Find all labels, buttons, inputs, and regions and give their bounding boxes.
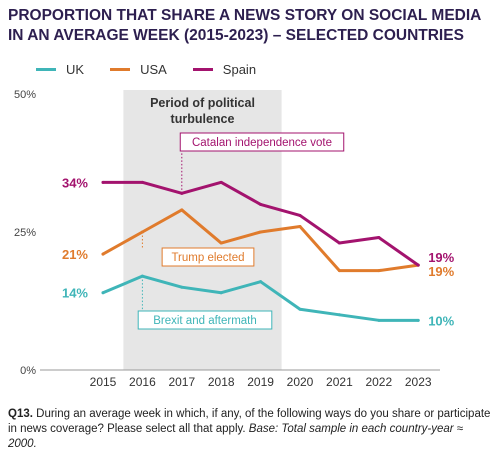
legend-swatch-spain	[192, 68, 213, 71]
annotation-box-usa	[161, 247, 255, 267]
x-tick-label: 2018	[208, 375, 235, 389]
line-chart: Period of political turbulence 0% 25% 50% 201…	[14, 89, 455, 389]
x-tick-label: 2017	[168, 375, 195, 389]
y-tick-label: 50%	[14, 89, 36, 101]
legend-label-uk: UK	[66, 62, 85, 77]
data-point-spain	[180, 191, 184, 195]
base-note: Base: Total sample in each country-year …	[8, 423, 464, 450]
legend-item-uk: UK	[36, 62, 84, 77]
shaded-region-label-line1: Period of political	[150, 96, 255, 110]
data-point-uk	[180, 285, 184, 289]
data-point-uk	[337, 313, 341, 317]
data-point-uk	[259, 280, 263, 284]
data-point-usa	[101, 252, 105, 256]
data-point-usa	[337, 269, 341, 273]
annotation-label-usa: Trump elected	[171, 252, 244, 264]
data-point-usa	[259, 230, 263, 234]
legend-swatch-usa	[110, 68, 131, 71]
start-label-spain: 34%	[62, 175, 88, 190]
chart-title: PROPORTION THAT SHARE A NEWS STORY ON SO…	[8, 7, 481, 44]
x-tick-label: 2021	[326, 375, 353, 389]
data-point-usa	[377, 269, 381, 273]
start-label-uk: 14%	[62, 286, 88, 301]
legend-item-usa: USA	[110, 62, 167, 77]
annotation-box-spain	[179, 132, 345, 152]
annotation-box-uk	[137, 310, 273, 330]
x-tick-label: 2016	[129, 375, 156, 389]
data-point-usa	[219, 241, 223, 245]
data-point-usa	[140, 230, 144, 234]
legend-item-spain: Spain	[192, 62, 257, 77]
data-point-spain	[259, 202, 263, 206]
data-point-spain	[101, 180, 105, 184]
data-point-uk	[140, 274, 144, 278]
annotation-label-uk: Brexit and aftermath	[153, 315, 257, 327]
data-point-spain	[298, 213, 302, 217]
data-point-uk	[416, 318, 420, 322]
data-point-uk	[377, 318, 381, 322]
data-point-usa	[298, 224, 302, 228]
data-point-spain	[219, 180, 223, 184]
legend-swatch-uk	[36, 68, 56, 71]
data-point-spain	[377, 236, 381, 240]
end-label-usa: 19%	[428, 264, 454, 279]
data-point-uk	[101, 291, 105, 295]
legend-label-usa: USA	[140, 62, 167, 77]
x-tick-label: 2022	[365, 375, 392, 389]
start-label-usa: 21%	[62, 247, 88, 262]
end-label-uk: 10%	[428, 313, 454, 328]
question-label: Q13.	[8, 408, 33, 420]
shaded-region-label-line2: turbulence	[171, 112, 235, 126]
question-text: During an average week in which, if any,…	[8, 408, 491, 435]
footer-note: Q13. During an average week in which, if…	[8, 407, 494, 452]
data-point-spain	[416, 263, 420, 267]
data-point-uk	[219, 291, 223, 295]
x-tick-label: 2015	[90, 375, 117, 389]
data-point-usa	[180, 208, 184, 212]
data-point-uk	[298, 307, 302, 311]
data-point-spain	[140, 180, 144, 184]
data-point-spain	[337, 241, 341, 245]
annotation-label-spain: Catalan independence vote	[192, 137, 332, 149]
x-tick-label: 2020	[287, 375, 314, 389]
x-tick-label: 2019	[247, 375, 274, 389]
end-label-spain: 19%	[428, 250, 454, 265]
y-tick-label: 0%	[20, 365, 36, 377]
y-tick-label: 25%	[14, 227, 36, 239]
legend-label-spain: Spain	[222, 62, 257, 77]
x-tick-label: 2023	[405, 375, 432, 389]
legend: UK USA Spain	[36, 62, 256, 77]
